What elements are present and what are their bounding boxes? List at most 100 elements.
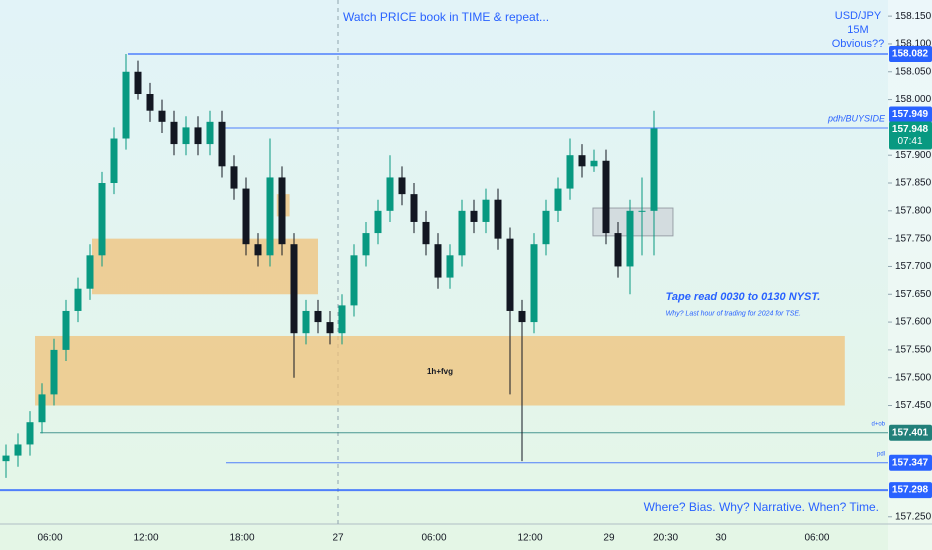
candle-body [458, 210, 466, 256]
price-label: 157.949 [892, 109, 929, 120]
candle-body [542, 210, 550, 245]
candle-body [182, 127, 190, 145]
candle-body [170, 121, 178, 145]
x-tick-label: 12:00 [517, 533, 542, 544]
level-tag: d+ob [871, 421, 885, 427]
candle-body [494, 199, 502, 239]
candle-body [218, 121, 226, 167]
symbol-info: USD/JPY [835, 10, 882, 22]
x-tick-label: 30 [715, 533, 727, 544]
candle-body [506, 238, 514, 311]
candle-body [278, 177, 286, 245]
price-label-box [889, 482, 932, 499]
candle-body [194, 127, 202, 145]
price-label: 157.401 [892, 427, 929, 438]
candle-body [14, 444, 22, 456]
candle-body [326, 322, 334, 334]
y-tick-label: 158.100 [895, 39, 932, 50]
candle-body [446, 255, 454, 278]
symbol-info: 15M [847, 24, 868, 36]
candle-body [614, 233, 622, 267]
candle-body [86, 255, 94, 289]
price-label: 157.298 [892, 485, 929, 496]
y-tick-label: 157.650 [895, 289, 932, 300]
level-tag: pdl [877, 451, 885, 457]
x-tick-label: 20:30 [653, 533, 678, 544]
last-price-box [889, 121, 932, 150]
candle-body [242, 188, 250, 245]
candle-body [650, 128, 658, 211]
y-tick-label: 158.050 [895, 66, 932, 77]
candle-body [554, 188, 562, 211]
x-tick-label: 12:00 [133, 533, 158, 544]
y-tick-label: 158.000 [895, 94, 932, 105]
candle-body [482, 199, 490, 222]
candle-body [590, 160, 598, 167]
zone [92, 238, 318, 295]
zone-label: 1h+fvg [427, 367, 453, 376]
candle-body [230, 166, 238, 189]
candle-body [566, 155, 574, 189]
candle-body [254, 244, 262, 256]
candle-body [638, 210, 646, 212]
candle-body [578, 155, 586, 167]
candle-body [350, 255, 358, 306]
candle-body [302, 310, 310, 334]
candle-body [62, 310, 70, 350]
candle-body [206, 121, 214, 145]
candle-body [410, 194, 418, 222]
price-label-box [889, 424, 932, 441]
candle-body [386, 177, 394, 211]
countdown: 07:41 [897, 136, 922, 147]
x-tick-label: 27 [332, 533, 344, 544]
footer: Where? Bias. Why? Narrative. When? Time. [644, 500, 879, 514]
candle-body [530, 244, 538, 323]
last-price-label: 157.948 [892, 124, 929, 135]
candle-body [602, 160, 610, 234]
price-label-box [889, 454, 932, 471]
x-tick-label: 06:00 [421, 533, 446, 544]
note: Why? Last hour of trading for 2024 for T… [666, 311, 801, 318]
candle-body [338, 305, 346, 334]
candle-body [374, 210, 382, 234]
candle-body [266, 177, 274, 256]
y-tick-label: 157.750 [895, 233, 932, 244]
candle-body [290, 244, 298, 334]
y-tick-label: 158.150 [895, 11, 932, 22]
candle-body [26, 422, 34, 445]
price-label-box [889, 106, 932, 123]
y-tick-label: 157.900 [895, 150, 932, 161]
candle-body [518, 310, 526, 323]
candle-body [362, 233, 370, 256]
candle-body [134, 71, 142, 95]
y-tick-label: 157.850 [895, 178, 932, 189]
x-tick-label: 18:00 [229, 533, 254, 544]
candle-body [422, 221, 430, 245]
zone [35, 335, 845, 406]
price-label: 157.347 [892, 457, 929, 468]
symbol-info: Obvious?? [832, 38, 885, 50]
y-tick-label: 157.550 [895, 345, 932, 356]
candle-body [626, 210, 634, 267]
note: Tape read 0030 to 0130 NYST. [666, 291, 821, 303]
candle-body [2, 455, 10, 462]
y-tick-label: 157.800 [895, 205, 932, 216]
y-tick-label: 157.450 [895, 400, 932, 411]
candle-body [122, 71, 130, 139]
x-tick-label: 06:00 [37, 533, 62, 544]
y-tick-label: 157.700 [895, 261, 932, 272]
candle-body [146, 94, 154, 111]
chart-title: Watch PRICE book in TIME & repeat... [343, 10, 549, 24]
level-tag: pdh/BUYSIDE [827, 113, 886, 123]
candle-body [74, 288, 82, 311]
candle-body [434, 244, 442, 278]
candle-body [50, 349, 58, 395]
candle-body [158, 110, 166, 122]
x-tick-label: 29 [603, 533, 615, 544]
candle-body [398, 177, 406, 195]
candle-body [314, 310, 322, 323]
candle-body [110, 138, 118, 184]
y-tick-label: 157.600 [895, 317, 932, 328]
candle-body [470, 210, 478, 222]
